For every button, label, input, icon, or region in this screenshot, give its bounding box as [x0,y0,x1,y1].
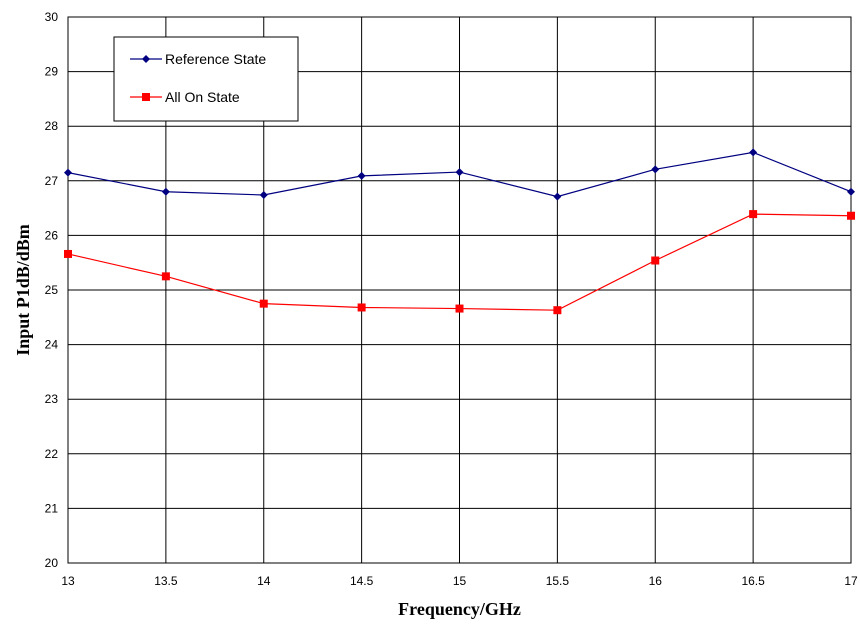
y-axis-ticks: 20 21 22 23 24 25 26 27 28 29 30 [45,10,59,570]
data-point-square [64,249,72,258]
data-point-diamond [455,168,464,177]
x-tick-label: 13.5 [154,574,178,588]
y-tick-label: 23 [45,392,59,406]
series-all-on-state [64,210,855,315]
data-point-diamond [553,192,562,201]
x-tick-label: 15.5 [546,574,570,588]
y-tick-label: 22 [45,447,59,461]
data-point-diamond [64,168,72,177]
legend-marker-diamond [142,55,150,63]
grid [67,16,852,564]
data-point-diamond [259,190,268,199]
y-tick-label: 28 [45,119,59,133]
legend-marker-square [142,93,150,101]
x-axis-title: Frequency/GHz [398,599,521,619]
x-tick-label: 13 [61,574,75,588]
y-tick-label: 29 [45,65,59,79]
x-axis-ticks: 13 13.5 14 14.5 15 15.5 16 16.5 17 [61,574,858,588]
x-tick-label: 14 [257,574,271,588]
x-tick-label: 16 [649,574,663,588]
legend-label: All On State [165,89,240,105]
y-tick-label: 20 [45,556,59,570]
legend-label: Reference State [165,51,266,67]
y-axis-title: Input P1dB/dBm [13,224,33,356]
data-point-square [259,299,268,308]
legend-entry: Reference State [130,51,266,67]
data-point-diamond [357,171,366,180]
legend: Reference State All On State [113,36,299,122]
x-tick-label: 16.5 [741,574,765,588]
data-point-square [357,303,366,312]
data-point-square [161,272,170,281]
data-point-square [651,256,660,265]
x-tick-label: 15 [453,574,467,588]
plot-area-frame [67,16,852,564]
x-tick-label: 14.5 [350,574,374,588]
y-tick-label: 30 [45,10,59,24]
legend-box [113,36,299,122]
data-point-diamond [749,148,758,157]
data-point-diamond [651,165,660,174]
data-point-square [455,304,464,313]
legend-entries: Reference State All On State [130,51,266,105]
data-point-diamond [847,187,855,196]
x-tick-label: 17 [844,574,858,588]
y-tick-label: 27 [45,174,59,188]
y-tick-label: 24 [45,338,59,352]
y-tick-label: 21 [45,501,59,515]
legend-entry: All On State [130,89,240,105]
data-point-square [847,211,855,220]
series-reference-state [64,148,855,201]
data-point-square [553,306,562,315]
y-tick-label: 25 [45,283,59,297]
series-layer [64,148,855,315]
data-point-square [749,210,758,219]
data-point-diamond [161,187,170,196]
y-tick-label: 26 [45,228,59,242]
